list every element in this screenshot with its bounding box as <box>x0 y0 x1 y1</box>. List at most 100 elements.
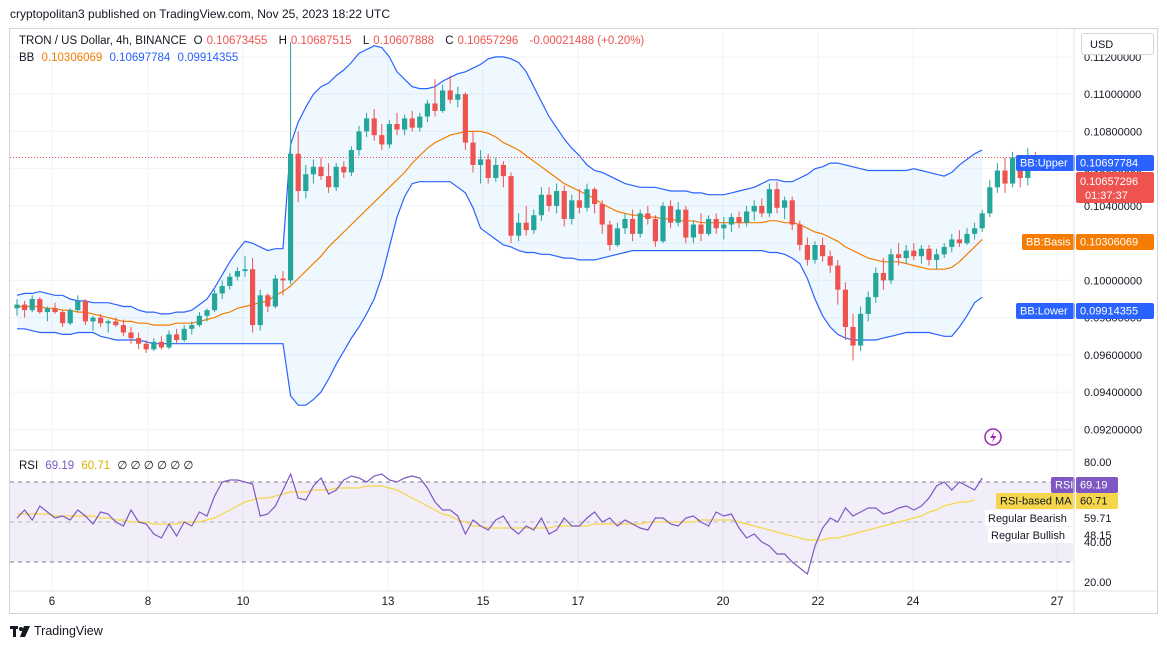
candle-body <box>371 118 377 136</box>
candle-down <box>136 332 142 350</box>
bb-lower-value: 0.09914355 <box>177 52 239 64</box>
rsi-value-tag-text: 69.19 <box>1080 480 1108 492</box>
candle-body <box>987 187 993 214</box>
bb-lower-name-tag-bg <box>1016 303 1075 319</box>
tradingview-logo[interactable]: TradingView <box>10 624 103 638</box>
candle-body <box>75 300 81 311</box>
rsi-legend: RSI 69.19 60.71 ∅ ∅ ∅ ∅ ∅ ∅ <box>19 458 197 472</box>
rsi-ma-line <box>17 485 975 541</box>
symbol-name[interactable]: TRON / US Dollar, 4h, BINANCE <box>19 35 187 47</box>
candle-up <box>257 289 263 331</box>
currency-button[interactable]: USD <box>1081 33 1154 55</box>
candle-body <box>759 205 765 214</box>
candle-body <box>576 200 582 208</box>
candle-down <box>736 211 742 229</box>
candle-body <box>22 304 28 311</box>
candle-down <box>432 79 438 117</box>
candle-body <box>797 224 803 246</box>
candle-up <box>440 84 446 113</box>
bb-basis-name-tag-bg <box>1022 234 1075 250</box>
candle-body <box>645 213 651 219</box>
candle-down <box>576 189 582 214</box>
candle-up <box>584 183 590 212</box>
candle-down <box>52 302 58 314</box>
candle-body <box>804 245 810 260</box>
replay-icon[interactable] <box>984 428 1002 446</box>
candle-up <box>918 245 924 264</box>
candle-body <box>516 222 522 236</box>
candle-up <box>637 209 643 238</box>
candle-body <box>842 289 848 327</box>
candle-down <box>880 258 886 290</box>
rsi-name[interactable]: RSI <box>19 460 39 472</box>
candle-body <box>14 304 20 309</box>
candle-up <box>949 233 955 253</box>
candle-down <box>607 220 613 251</box>
candle-up <box>972 222 978 240</box>
candle-up <box>181 325 187 342</box>
candle-body <box>599 204 605 225</box>
candle-up <box>310 159 316 184</box>
candle-body <box>136 338 142 344</box>
rsi-lines <box>16 472 983 576</box>
ohlc-open: O 0.10673455 <box>193 35 268 47</box>
candle-body <box>52 308 58 313</box>
rsi-pane <box>10 472 1073 576</box>
candle-up <box>90 315 96 331</box>
candle-up <box>538 187 544 221</box>
regular-bearish-label: Regular Bearish 59.71 <box>985 510 1112 526</box>
candle-up <box>964 228 970 246</box>
tradingview-logo-text: TradingView <box>34 624 103 638</box>
candle-body <box>592 189 598 205</box>
candle-body <box>105 321 111 324</box>
candle-body <box>850 326 856 346</box>
candle-body <box>827 256 833 266</box>
candle-up <box>888 248 894 285</box>
publish-caption: cryptopolitan3 published on TradingView.… <box>10 7 391 21</box>
candle-body <box>478 159 484 165</box>
candle-body <box>531 215 537 231</box>
candle-up <box>234 267 240 281</box>
candle-down <box>911 243 917 260</box>
candle-body <box>918 248 924 257</box>
candle-down <box>447 75 453 104</box>
candle-down <box>698 213 704 242</box>
candle-body <box>896 254 902 259</box>
time-tick-label: 6 <box>49 596 55 608</box>
candle-up <box>196 312 202 327</box>
candle-up <box>865 291 871 322</box>
candle-down <box>470 131 476 173</box>
candle-body <box>333 166 339 188</box>
candle-body <box>782 200 788 208</box>
candle-body <box>341 166 347 173</box>
candle-body <box>903 250 909 259</box>
candle-body <box>972 228 978 234</box>
bb-basis-name-tag-text: BB:Basis <box>1026 237 1071 249</box>
symbol-legend: TRON / US Dollar, 4h, BINANCE O 0.1067345… <box>19 35 648 47</box>
price-tick-label: 0.10800000 <box>1084 126 1142 138</box>
candle-down <box>599 200 605 234</box>
rsi-ma-name-tag: RSI-based MA <box>996 493 1075 509</box>
candle-up <box>348 146 354 177</box>
candle-up <box>622 213 628 234</box>
candle-body <box>622 218 628 229</box>
rsi-value-tag: 69.19 <box>1076 477 1118 493</box>
time-axis[interactable]: 6 8 10 13 15 17 20 22 24 27 <box>49 596 1064 608</box>
time-tick-label: 13 <box>382 596 395 608</box>
bb-upper-price-tag-bg <box>1076 155 1154 171</box>
candle-body <box>690 224 696 238</box>
bb-basis-line <box>17 130 983 326</box>
candle-down <box>630 209 636 242</box>
price-tick-label: 0.09400000 <box>1084 387 1142 399</box>
last-price-tag-bg <box>1076 172 1154 203</box>
candle-up <box>227 272 233 290</box>
candle-body <box>660 205 666 242</box>
candle-body <box>614 228 620 246</box>
regular-bullish-bg <box>988 527 1075 543</box>
candle-body <box>257 295 263 326</box>
bb-name[interactable]: BB <box>19 52 35 64</box>
candle-body <box>934 254 940 260</box>
candle-down <box>394 112 400 136</box>
regular-bullish-label: Regular Bullish 48.15 <box>988 527 1112 543</box>
